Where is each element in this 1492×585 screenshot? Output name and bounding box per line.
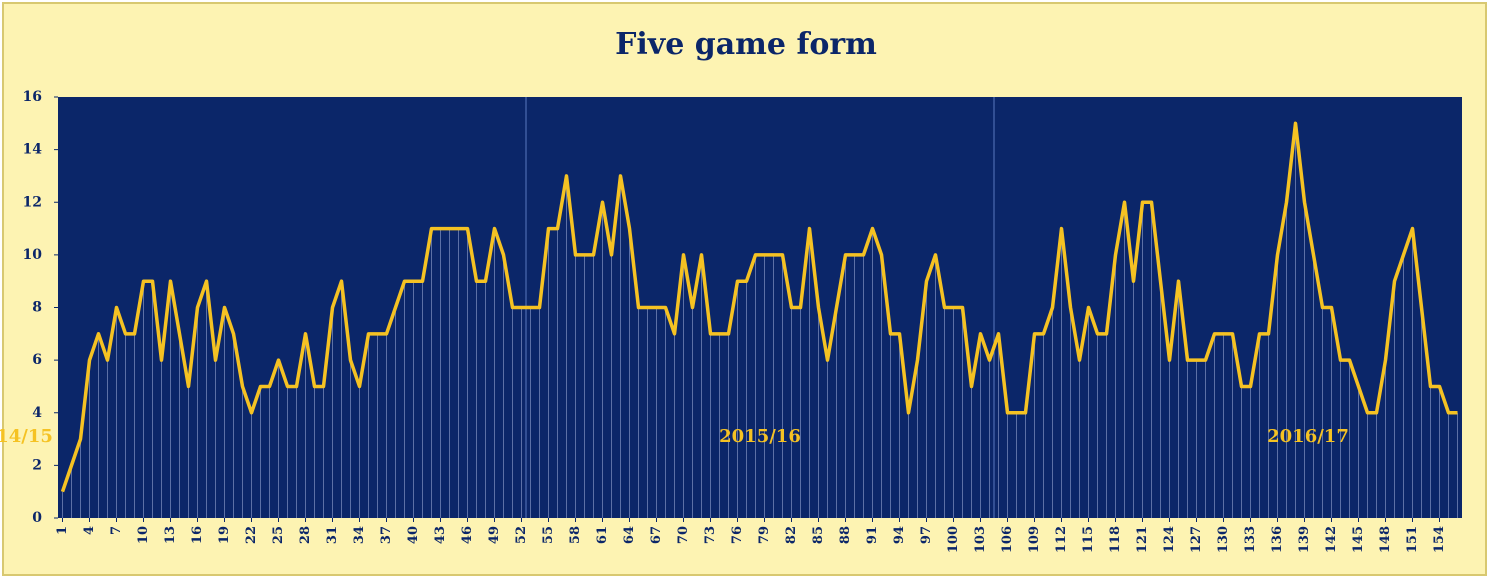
x-tick-label: 82 [784,526,799,544]
x-tick-label: 13 [163,526,178,544]
x-tick-label: 109 [1027,526,1042,553]
x-tick-label: 40 [406,526,421,544]
x-tick-label: 58 [568,526,583,544]
x-tick-label: 88 [838,526,853,544]
x-tick-label: 115 [1081,526,1096,553]
x-tick-label: 22 [244,526,259,544]
x-tick-label: 91 [865,526,880,544]
x-tick-label: 4 [82,526,97,535]
season-label: 2014/15 [0,426,53,447]
x-tick-label: 103 [973,526,988,553]
x-tick-label: 130 [1216,526,1231,553]
x-tick-label: 148 [1378,526,1393,553]
chart-title: Five game form [615,27,877,62]
x-tick-label: 28 [298,526,313,544]
season-label: 2015/16 [719,426,801,447]
x-tick-label: 145 [1351,526,1366,553]
x-tick-label: 106 [1000,526,1015,553]
x-tick-label: 64 [622,526,637,544]
x-tick-label: 67 [649,526,664,544]
series-line [60,121,1458,493]
x-tick-label: 97 [919,526,934,544]
x-tick-label: 85 [811,526,826,544]
x-tick-label: 76 [730,526,745,544]
y-tick-label: 2 [32,457,42,473]
x-tick-label: 46 [460,526,475,544]
x-tick-label: 10 [136,526,151,544]
y-tick-label: 0 [32,510,42,526]
y-tick-label: 16 [23,89,42,105]
x-tick-label: 79 [757,526,772,544]
x-tick-label: 127 [1189,526,1204,553]
x-tick-label: 139 [1297,526,1312,553]
y-tick-label: 10 [23,247,43,263]
x-tick-label: 133 [1243,526,1258,553]
x-tick-label: 121 [1135,526,1150,553]
x-tick-label: 118 [1108,526,1123,553]
season-label: 2016/17 [1267,426,1349,447]
x-tick-label: 34 [352,526,367,544]
x-tick-label: 124 [1162,526,1177,553]
x-tick-label: 73 [703,526,718,544]
x-tick-label: 31 [325,526,340,544]
x-tick-label: 7 [109,526,124,535]
x-tick-label: 70 [676,526,691,544]
x-tick-label: 94 [892,526,907,544]
x-tick-label: 154 [1432,526,1447,553]
y-tick-label: 6 [32,352,42,368]
x-tick-label: 1 [55,526,70,535]
x-tick-label: 49 [487,526,502,544]
x-tick-label: 151 [1405,526,1420,553]
x-tick-label: 112 [1054,526,1069,553]
y-tick-label: 4 [32,405,42,421]
x-tick-label: 55 [541,526,556,544]
x-tick-label: 25 [271,526,286,544]
y-tick-label: 8 [32,300,42,316]
x-tick-label: 142 [1324,526,1339,553]
x-tick-label: 16 [190,526,205,544]
plot-area [58,97,1462,518]
x-tick-label: 61 [595,526,610,544]
x-tick-label: 19 [217,526,232,544]
x-tick-label: 43 [433,526,448,544]
y-tick-label: 12 [23,194,42,210]
x-tick-label: 52 [514,526,529,544]
y-tick-label: 14 [23,142,43,158]
x-tick-label: 37 [379,526,394,544]
x-tick-label: 136 [1270,526,1285,553]
x-tick-label: 100 [946,526,961,553]
